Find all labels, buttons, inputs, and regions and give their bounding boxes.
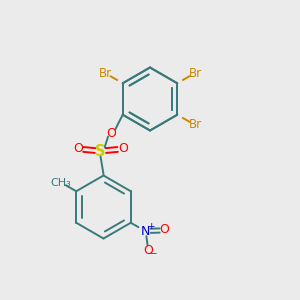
Text: O: O [159, 224, 169, 236]
Text: O: O [118, 142, 128, 155]
Text: +: + [147, 222, 155, 231]
Text: O: O [143, 244, 153, 256]
Text: O: O [73, 142, 83, 155]
Text: −: − [149, 249, 158, 259]
Text: O: O [107, 127, 116, 140]
Text: N: N [141, 225, 151, 238]
Text: Br: Br [98, 67, 112, 80]
Text: Br: Br [188, 118, 202, 131]
Text: S: S [95, 144, 106, 159]
Text: CH₃: CH₃ [51, 178, 72, 188]
Text: Br: Br [188, 67, 202, 80]
